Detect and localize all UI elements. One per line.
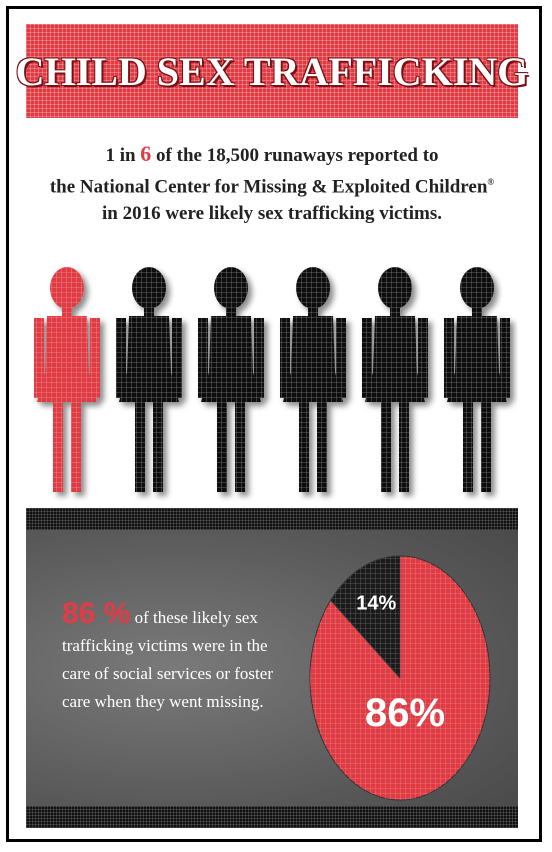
stat-line-3: in 2016 were likely sex trafficking vict…	[101, 203, 442, 225]
stat-line-2: the National Center for Missing & Exploi…	[26, 169, 518, 200]
foster-care-panel: 86 % of these likely sex trafficking vic…	[26, 508, 518, 828]
stat2-text: of these likely sex trafficking victims …	[62, 608, 273, 711]
child-figure	[444, 267, 510, 492]
stat-line-1: 1 in 6 of the 18,500 runaways reported t…	[26, 140, 518, 169]
pie-chart: 14% 86%	[309, 555, 491, 801]
child-figure	[116, 267, 182, 492]
registered-mark: ®	[487, 177, 495, 187]
pie-slice-label: 86%	[365, 691, 445, 735]
stat-highlight-number: 6	[140, 141, 152, 166]
foster-care-statistic: 86 % of these likely sex trafficking vic…	[62, 597, 300, 716]
pie-slice-label: 14%	[356, 593, 396, 615]
stat-prefix: 1 in	[105, 145, 136, 166]
stat-line2-text: the National Center for Missing & Exploi…	[49, 176, 488, 198]
panel-bottom-stripe	[26, 806, 518, 828]
title-banner: CHILD SEX TRAFFICKING	[16, 24, 528, 118]
runaway-statistic: 1 in 6 of the 18,500 runaways reported t…	[26, 140, 518, 227]
pictogram-svg	[34, 267, 510, 492]
pie-slice-texture	[309, 556, 490, 800]
pie-slice-texture	[330, 556, 400, 678]
child-figure	[198, 267, 264, 492]
stat-line1-rest: of the 18,500 runaways reported to	[156, 145, 439, 166]
child-figure	[362, 267, 428, 492]
page-title: CHILD SEX TRAFFICKING	[15, 48, 529, 94]
pictogram	[26, 252, 518, 502]
panel-top-stripe	[26, 508, 518, 530]
child-figure	[280, 267, 346, 492]
child-figure-highlighted	[34, 267, 100, 492]
stat2-big-percent: 86 %	[62, 597, 131, 630]
